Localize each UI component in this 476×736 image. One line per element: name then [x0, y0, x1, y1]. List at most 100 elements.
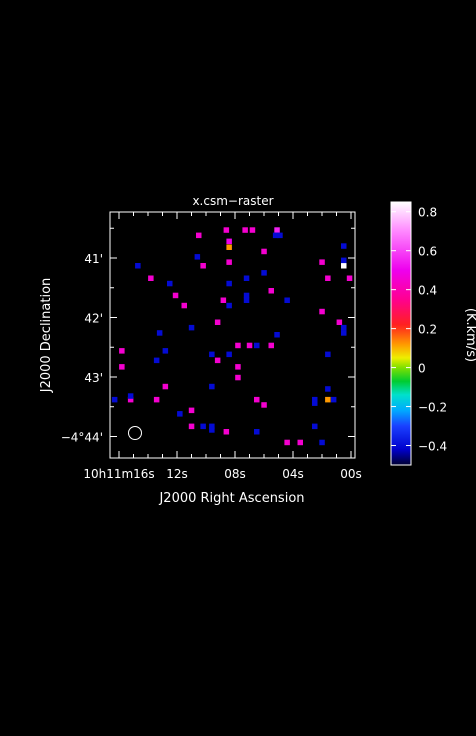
raster-pixel: [284, 297, 290, 303]
raster-pixel: [254, 429, 260, 435]
raster-pixel: [194, 254, 201, 260]
raster-pixel: [341, 330, 347, 336]
raster-pixel: [214, 357, 221, 364]
raster-pixel: [226, 259, 232, 265]
raster-pixel: [268, 342, 274, 349]
ra-tick-label: 04s: [282, 467, 304, 481]
colorbar-tick-label: 0.4: [418, 284, 437, 298]
ra-tick-label: 12s: [166, 467, 188, 481]
raster-pixel: [209, 427, 215, 433]
raster-pixel: [226, 280, 232, 287]
raster-pixel: [196, 232, 202, 239]
raster-pixel: [220, 297, 227, 303]
raster-pixel: [341, 324, 347, 331]
ra-tick-label: 10h11m16s: [83, 467, 154, 481]
ra-tick-label: 00s: [340, 467, 362, 481]
raster-pixel: [330, 396, 337, 403]
colorbar-tick-label: 0: [418, 362, 426, 376]
raster-pixel: [135, 263, 141, 269]
raster-pixel: [243, 275, 250, 281]
raster-pixel: [181, 302, 187, 309]
raster-pixel: [162, 348, 169, 354]
raster-pixel: [226, 244, 232, 250]
ra-tick-label: 08s: [224, 467, 246, 481]
raster-pixel: [153, 357, 160, 364]
raster-pixel: [261, 270, 267, 276]
plot-frame: [109, 211, 356, 459]
colorbar-tick-label: 0.6: [418, 245, 437, 259]
raster-pixel: [188, 324, 195, 331]
ra-ticks: 10h11m16s 12s 08s 04s 00s: [83, 212, 362, 481]
raster-pixel: [346, 275, 353, 281]
colorbar-tick-label: 0.8: [418, 206, 437, 220]
raster-pixel: [127, 393, 134, 399]
raster-pixel: [284, 439, 290, 446]
raster-pixels: [111, 227, 353, 446]
raster-pixel: [111, 396, 118, 403]
colorbar-tick-label: 0.2: [418, 323, 437, 337]
raster-pixel: [209, 383, 215, 390]
colorbar-label: (K.km/s): [463, 308, 476, 362]
raster-pixel: [119, 348, 125, 354]
raster-pixel: [200, 423, 206, 430]
raster-pixel: [341, 243, 347, 249]
raster-pixel: [325, 275, 331, 281]
raster-pixel: [341, 257, 347, 264]
raster-pixel: [249, 227, 256, 233]
raster-pixel: [148, 275, 154, 281]
colorbar-gradient: [390, 201, 412, 466]
raster-pixel: [162, 383, 169, 390]
dec-tick-label: 41': [84, 252, 103, 266]
raster-pixel: [242, 227, 248, 233]
colorbar: −0.4 −0.2 0 0.2 0.4 0.6 0.8: [390, 201, 447, 466]
raster-pixel: [223, 227, 230, 233]
raster-pixel: [172, 292, 179, 299]
raster-pixel: [297, 439, 303, 446]
raster-pixel: [177, 411, 183, 417]
raster-pixel: [188, 407, 195, 414]
raster-pixel: [235, 364, 241, 370]
colorbar-tick-label: −0.4: [418, 440, 447, 454]
raster-pixel: [277, 232, 283, 239]
raster-pixel: [272, 232, 279, 239]
chart-title: x.csm−raster: [192, 194, 273, 208]
dec-tick-label: 43': [84, 371, 103, 385]
raster-pixel: [167, 280, 173, 287]
dec-ticks: 41' 42' 43' −4°44': [61, 227, 355, 445]
raster-pixel: [243, 292, 250, 299]
raster-pixel: [325, 386, 331, 392]
raster-pixel: [319, 439, 325, 446]
raster-pixel: [235, 374, 241, 381]
dec-tick-label: −4°44': [61, 431, 103, 445]
raster-pixel: [209, 351, 215, 358]
raster-pixel: [312, 400, 318, 406]
beam-ellipse: [128, 426, 142, 440]
raster-pixel: [254, 342, 260, 349]
raster-pixel: [226, 351, 232, 358]
y-axis-label: J2000 Declination: [39, 278, 54, 394]
raster-pixel: [325, 351, 331, 358]
raster-pixel: [223, 429, 230, 435]
raster-pixel: [319, 259, 325, 265]
raster-pixel: [274, 332, 280, 338]
raster-pixel: [254, 396, 260, 403]
raster-pixel: [319, 308, 325, 315]
raster-pixel: [336, 319, 343, 325]
raster-pixel: [153, 396, 160, 403]
raster-pixel: [243, 297, 250, 303]
raster-pixel: [261, 402, 267, 408]
raster-pixel: [188, 423, 195, 430]
raster-pixel: [268, 288, 274, 294]
raster-pixel: [200, 263, 206, 269]
raster-pixel: [226, 302, 232, 309]
raster-pixel: [156, 330, 163, 336]
dec-tick-label: 42': [84, 312, 103, 326]
raster-pixel: [209, 423, 215, 430]
raster-pixel: [312, 396, 318, 403]
raster-pixel: [214, 319, 221, 325]
raster-pixel: [226, 238, 232, 245]
raster-pixel: [341, 263, 347, 269]
raster-pixel: [325, 396, 331, 403]
x-axis-label: J2000 Right Ascension: [158, 491, 304, 506]
